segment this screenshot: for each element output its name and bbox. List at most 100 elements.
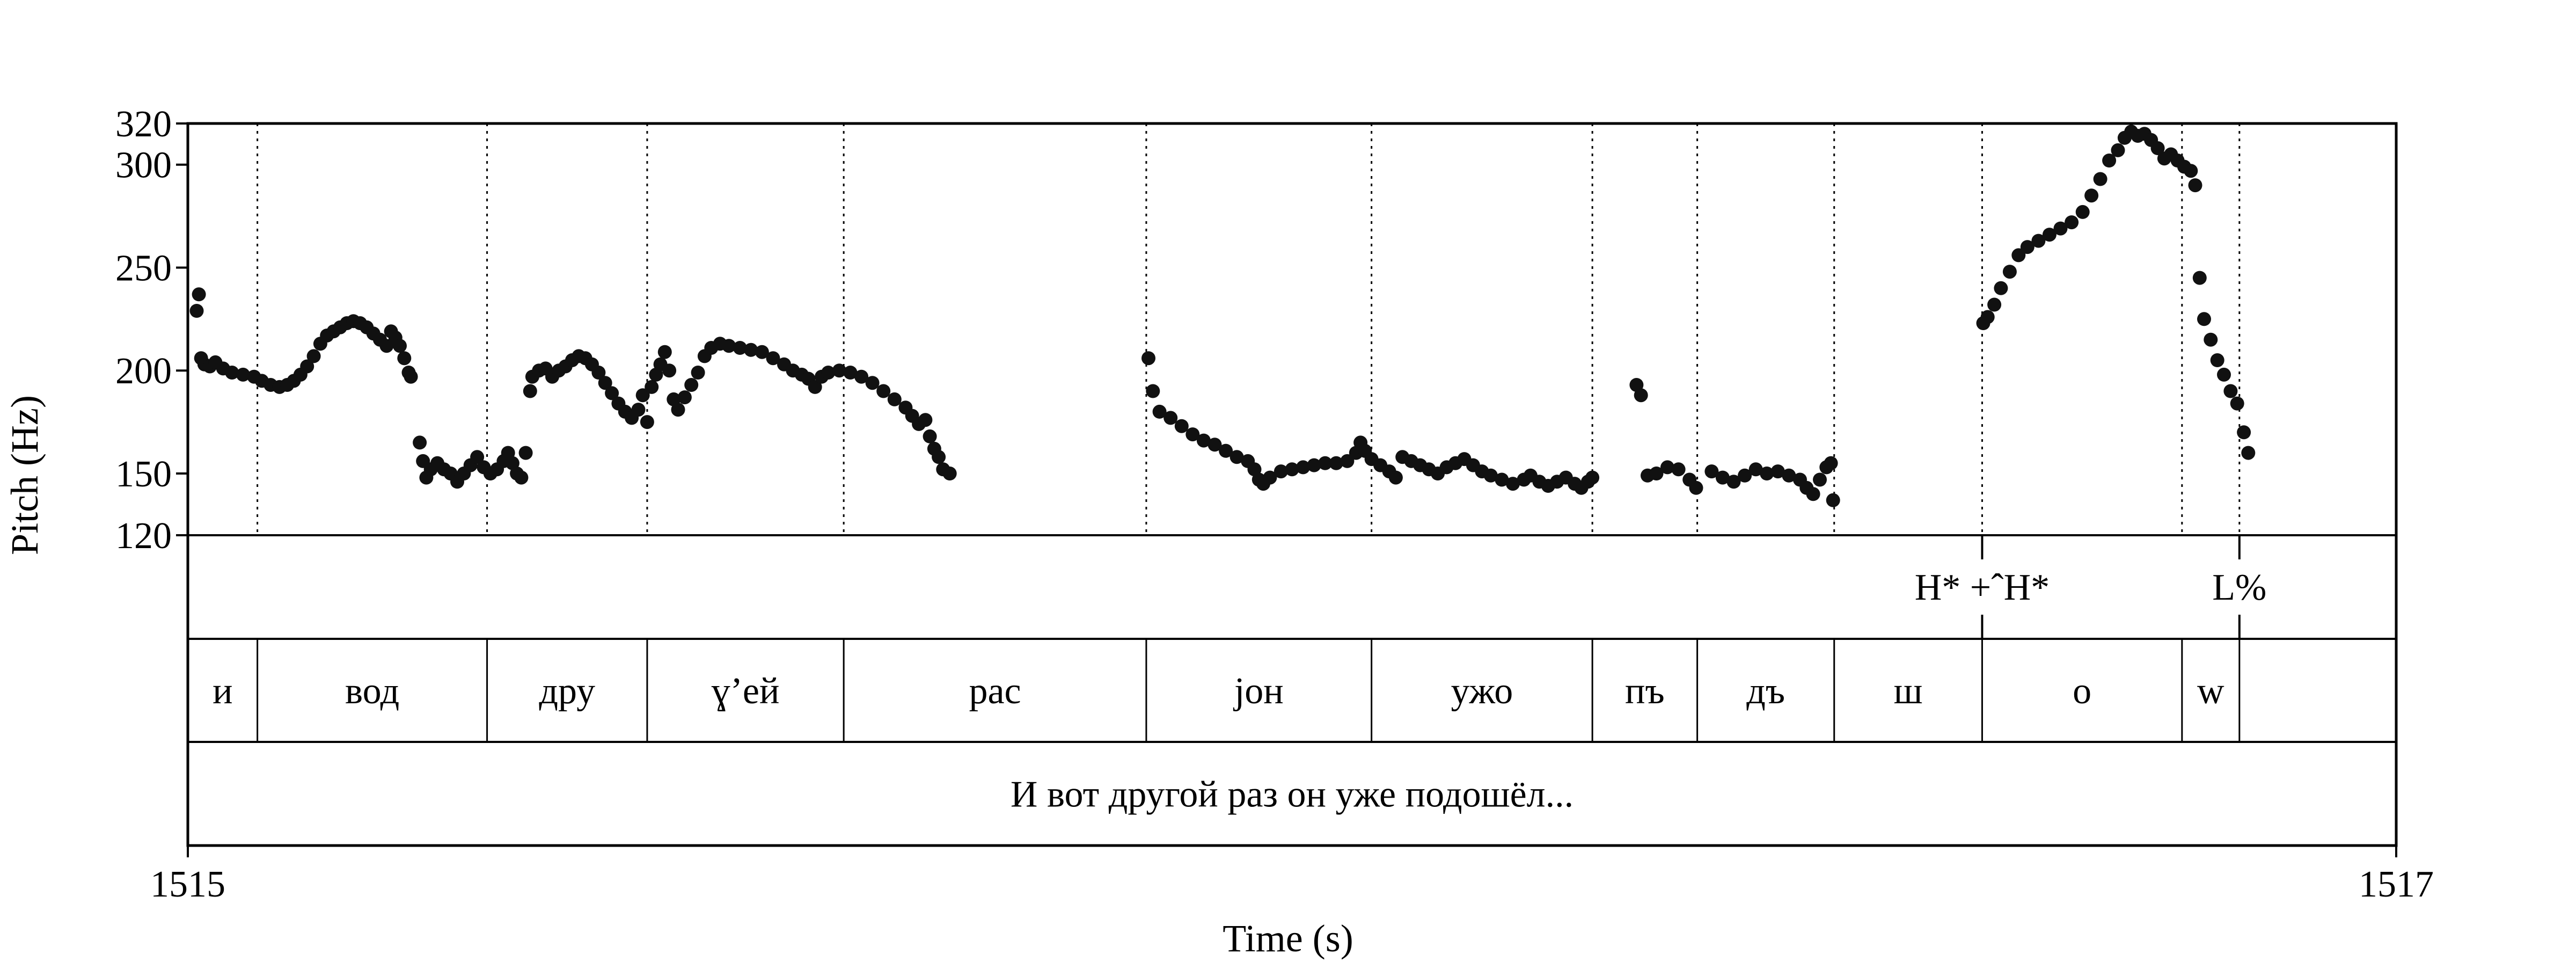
syllable-label: пъ: [1625, 671, 1665, 712]
pitch-point: [1760, 467, 1774, 480]
pitch-point: [1770, 464, 1785, 479]
x-tick-label: 1515: [150, 864, 225, 905]
pitch-point: [631, 403, 646, 417]
pitch-point: [1329, 456, 1343, 470]
pitch-point: [918, 413, 933, 427]
pitch-point: [755, 345, 769, 359]
pitch-point: [2053, 221, 2068, 236]
pitch-point: [2084, 188, 2099, 203]
pitch-point: [1196, 433, 1211, 448]
pitch-point: [657, 345, 672, 359]
syllable-label: ш: [1894, 671, 1923, 712]
pitch-point: [684, 378, 699, 392]
pitch-point: [1980, 310, 1995, 324]
pitch-point: [306, 349, 321, 363]
pitch-point: [640, 415, 654, 429]
plot-frame: [186, 122, 2398, 847]
pitch-point: [1826, 493, 1840, 507]
pitch-point: [671, 403, 685, 417]
pitch-point: [225, 366, 239, 380]
pitch-point: [1726, 475, 1741, 489]
pitch-point: [379, 339, 394, 353]
pitch-point: [1152, 404, 1167, 419]
pitch-point: [470, 450, 485, 464]
pitch-point: [1824, 456, 1838, 470]
pitch-point: [1782, 468, 1796, 483]
pitch-point: [635, 388, 650, 403]
pitch-point: [2217, 367, 2231, 382]
pitch-point: [1506, 477, 1520, 491]
pitch-point: [2075, 205, 2090, 219]
pitch-point: [1388, 470, 1403, 485]
pitch-point: [236, 367, 250, 382]
pitch-point: [932, 450, 946, 464]
y-tick-label: 320: [115, 104, 172, 145]
pitch-point: [605, 386, 619, 400]
pitch-point: [1649, 467, 1664, 480]
pitch-point: [1689, 480, 1703, 495]
pitch-point: [1987, 297, 2002, 312]
pitch-point: [766, 351, 780, 366]
pitch-point: [1738, 468, 1752, 483]
pitch-point: [1274, 464, 1288, 479]
pitch-point: [722, 339, 736, 353]
pitch-point: [2111, 143, 2125, 157]
pitch-point: [2230, 396, 2244, 411]
syllable-label: ɣ’ей: [712, 671, 780, 712]
pitch-point: [843, 366, 858, 380]
pitch-point: [923, 429, 937, 443]
pitch-point: [887, 392, 902, 406]
y-tick-label: 250: [115, 247, 172, 289]
pitch-point: [1483, 468, 1498, 483]
pitch-point: [2102, 154, 2117, 167]
x-axis-label: Time (s): [1223, 917, 1353, 960]
pitch-point: [2031, 234, 2046, 248]
syllable-label: jон: [1233, 671, 1284, 712]
pitch-point: [1285, 462, 1299, 477]
pitch-point: [1208, 438, 1222, 452]
pitch-point: [598, 376, 612, 390]
pitch-point: [1141, 351, 1155, 366]
pitch-point: [733, 341, 747, 355]
y-tick-label: 120: [115, 515, 172, 557]
pitch-point: [2210, 353, 2224, 367]
pitch-point: [1263, 470, 1277, 485]
pitch-point: [1318, 456, 1333, 470]
y-tick-label: 150: [115, 454, 172, 495]
pitch-point: [2223, 384, 2238, 398]
pitch-point: [876, 384, 891, 398]
pitch-point: [662, 363, 677, 378]
pitch-point: [1146, 384, 1160, 398]
tone-label: L%: [2212, 567, 2266, 608]
pitch-point: [393, 339, 407, 353]
pitch-point: [1174, 419, 1189, 433]
pitch-point: [2192, 271, 2207, 285]
pitch-point: [1307, 458, 1321, 472]
pitch-point: [2065, 215, 2079, 230]
y-tick-label: 300: [115, 145, 172, 186]
pitch-point: [397, 351, 412, 366]
pitch-point: [2188, 178, 2202, 193]
pitch-point: [2237, 425, 2251, 440]
x-tick-label: 1517: [2359, 864, 2434, 905]
pitch-point: [1660, 460, 1674, 475]
pitch-point: [1806, 487, 1820, 501]
pitch-point: [2042, 228, 2057, 242]
pitch-point: [518, 446, 533, 460]
pitch-point: [1994, 281, 2008, 295]
pitch-point: [404, 369, 418, 384]
pitch-point: [189, 304, 204, 318]
pitch-point: [1704, 464, 1719, 479]
syllable-label: рас: [969, 671, 1021, 712]
y-axis-label: Pitch (Hz): [3, 395, 46, 555]
pitch-point: [832, 363, 846, 378]
syllable-label: ужо: [1451, 671, 1513, 712]
pitch-point: [691, 366, 705, 380]
pitch-point: [1813, 472, 1827, 487]
pitch-point: [677, 390, 692, 405]
pitch-point: [2241, 446, 2256, 460]
syllable-label: w: [2197, 671, 2224, 712]
syllable-label: дъ: [1746, 671, 1785, 712]
